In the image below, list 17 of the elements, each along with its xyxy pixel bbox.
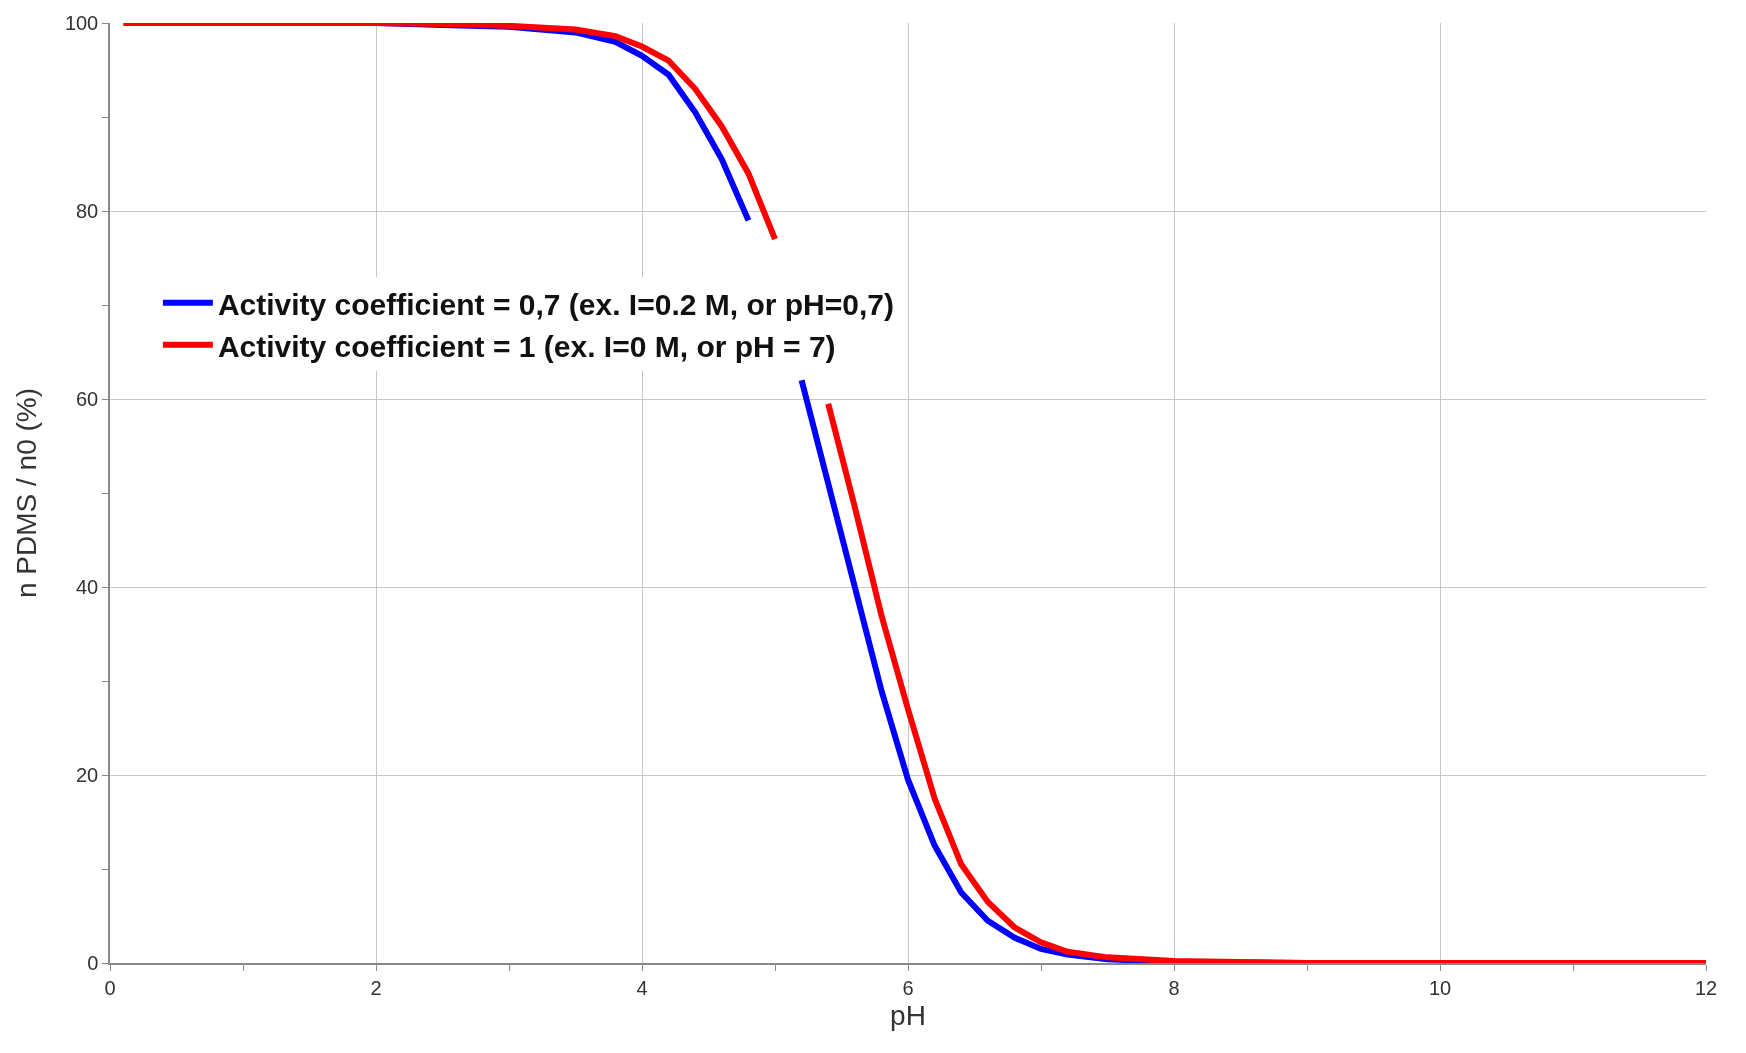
x-tick-label: 0 <box>104 976 116 999</box>
y-tick-label: 100 <box>64 12 99 34</box>
x-tick-label: 4 <box>636 976 648 999</box>
y-tick-label: 20 <box>76 764 99 786</box>
legend-label: Activity coefficient = 1 (ex. I=0 M, or pH = 7) <box>217 329 836 363</box>
x-tick-label: 10 <box>1428 976 1452 999</box>
y-axis-title: n PDMS / n0 (%) <box>11 387 43 599</box>
y-tick-label: 60 <box>76 388 99 410</box>
y-tick-label: 80 <box>76 200 99 222</box>
x-tick-label: 12 <box>1694 976 1718 999</box>
x-tick-label: 6 <box>902 976 914 999</box>
x-axis-title: pH <box>890 1000 926 1032</box>
x-tick-label: 8 <box>1168 976 1180 999</box>
x-tick-label: 2 <box>370 976 382 999</box>
y-tick-label: 0 <box>87 952 99 974</box>
y-tick-label: 40 <box>76 576 99 598</box>
legend-label: Activity coefficient = 0,7 (ex. I=0.2 M, or pH=0,7) <box>217 287 894 321</box>
